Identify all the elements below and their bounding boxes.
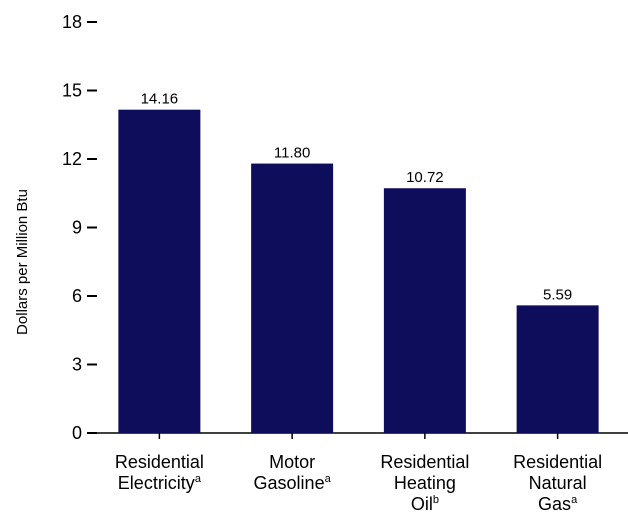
x-tick-label-3-line-0: Residential: [513, 452, 602, 472]
y-tick-label-2: 6: [72, 286, 82, 306]
bar-value-label-0: 14.16: [141, 91, 179, 108]
bar-value-label-2: 10.72: [406, 169, 444, 186]
y-tick-label-5: 15: [62, 81, 82, 101]
x-tick-label-2-line-1: Heating: [394, 473, 456, 493]
x-tick-label-2-line-0: Residential: [380, 452, 469, 472]
y-tick-label-1: 3: [72, 355, 82, 375]
chart-bars: [118, 109, 599, 434]
y-tick-label-4: 12: [62, 149, 82, 169]
y-tick-label-0: 0: [72, 423, 82, 443]
bar-value-label-1: 11.80: [274, 145, 310, 162]
bar-value-label-3: 5.59: [543, 286, 572, 303]
bar-1: [251, 163, 334, 434]
x-tick-label-3-line-2: Gasa: [538, 494, 578, 514]
x-tick-label-0-line-1: Electricitya: [118, 473, 202, 493]
chart-labels: 14.16ResidentialElectricitya11.80MotorGa…: [115, 91, 602, 514]
y-tick-label-3: 9: [72, 218, 82, 238]
x-tick-label-3-line-1: Natural: [529, 473, 587, 493]
x-tick-label-1-line-1: Gasolinea: [254, 473, 332, 493]
y-tick-label-6: 18: [62, 12, 82, 32]
x-tick-footnote-2: b: [433, 494, 439, 506]
x-tick-footnote-3: a: [571, 494, 578, 506]
x-tick-label-0-line-0: Residential: [115, 452, 204, 472]
x-tick-label-1-line-0: Motor: [269, 452, 315, 472]
x-tick-footnote-0: a: [195, 473, 202, 485]
bar-2: [383, 188, 466, 433]
x-tick-footnote-1: a: [325, 473, 332, 485]
bar-0: [118, 109, 201, 434]
x-tick-label-2-line-2: Oilb: [411, 494, 439, 514]
bar-3: [516, 305, 599, 433]
y-axis-title: Dollars per Million Btu: [14, 189, 31, 335]
